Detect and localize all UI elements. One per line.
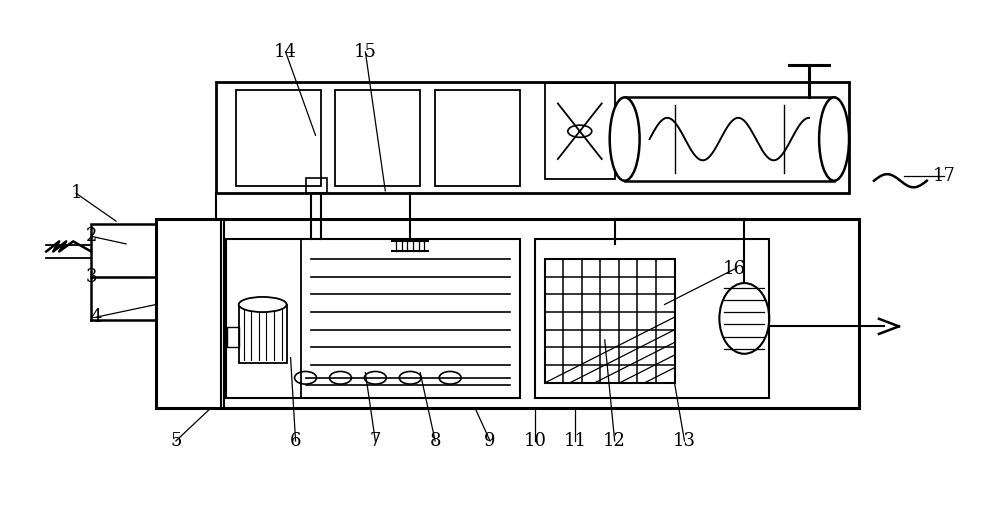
Bar (156, 218, 859, 408)
Text: 12: 12 (603, 432, 626, 450)
Bar (226, 239, 520, 398)
Text: 15: 15 (354, 43, 377, 61)
Text: 3: 3 (85, 268, 97, 285)
Bar (625, 98, 834, 181)
Text: 5: 5 (170, 432, 182, 450)
Text: 8: 8 (429, 432, 441, 450)
Bar (221, 218, 224, 408)
Bar (236, 90, 320, 186)
Bar (91, 224, 156, 277)
Bar (545, 83, 615, 179)
Bar (545, 259, 675, 383)
Text: 6: 6 (290, 432, 301, 450)
Text: 7: 7 (370, 432, 381, 450)
Bar (306, 178, 327, 194)
Text: 10: 10 (523, 432, 546, 450)
Text: 1: 1 (70, 184, 82, 202)
Text: 16: 16 (723, 260, 746, 278)
Bar (239, 304, 287, 363)
Text: 4: 4 (90, 308, 102, 326)
Ellipse shape (239, 297, 287, 312)
Ellipse shape (819, 98, 849, 181)
Bar (535, 239, 769, 398)
Text: 11: 11 (563, 432, 586, 450)
Bar (227, 327, 239, 347)
Text: 2: 2 (85, 227, 97, 245)
Bar (435, 90, 520, 186)
Ellipse shape (610, 98, 640, 181)
Text: 14: 14 (274, 43, 297, 61)
Bar (216, 82, 849, 194)
Text: 17: 17 (932, 167, 955, 185)
Text: 13: 13 (673, 432, 696, 450)
Text: 9: 9 (484, 432, 496, 450)
Bar (335, 90, 420, 186)
